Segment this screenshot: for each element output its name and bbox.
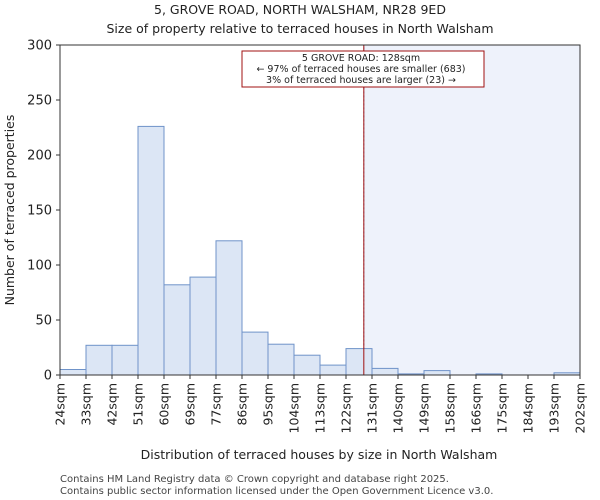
x-tick-label: 175sqm	[495, 383, 510, 433]
bar-122sqm	[345, 348, 373, 376]
y-axis-label: Number of terraced properties	[2, 115, 17, 306]
x-tick-label: 193sqm	[547, 383, 562, 433]
bar-149sqm	[423, 370, 451, 376]
x-tick-label: 104sqm	[287, 383, 302, 433]
x-tick-label: 69sqm	[183, 383, 198, 426]
bar-60sqm	[163, 284, 191, 376]
x-tick-label: 77sqm	[209, 383, 224, 426]
chart-title: 5, GROVE ROAD, NORTH WALSHAM, NR28 9ED	[154, 2, 446, 17]
x-tick-label: 202sqm	[573, 383, 588, 433]
footer-line-1: Contains HM Land Registry data © Crown c…	[60, 474, 449, 485]
y-tick-label: 250	[27, 94, 52, 109]
bar-42sqm	[111, 344, 139, 376]
bar-51sqm	[137, 125, 165, 376]
footer-line-2: Contains public sector information licen…	[60, 486, 493, 497]
y-tick-label: 200	[27, 149, 52, 164]
bar-113sqm	[319, 364, 347, 376]
bar-69sqm	[189, 276, 217, 376]
bar-131sqm	[371, 367, 399, 376]
bar-33sqm	[85, 344, 113, 376]
x-tick-label: 131sqm	[365, 383, 380, 433]
chart-subtitle: Size of property relative to terraced ho…	[106, 21, 493, 36]
x-tick-label: 24sqm	[53, 383, 68, 426]
x-tick-label: 60sqm	[157, 383, 172, 426]
x-tick-label: 95sqm	[261, 383, 276, 426]
y-tick-label: 50	[35, 314, 52, 329]
y-tick-label: 100	[27, 259, 52, 274]
annotation-line-2: ← 97% of terraced houses are smaller (68…	[256, 64, 465, 75]
x-tick-label: 113sqm	[313, 383, 328, 433]
bars-group	[59, 125, 581, 376]
x-axis-label: Distribution of terraced houses by size …	[141, 447, 498, 462]
y-axis: 0 50 100 150 200 250 300	[27, 39, 60, 384]
x-tick-label: 158sqm	[443, 383, 458, 433]
y-tick-label: 150	[27, 204, 52, 219]
y-tick-label: 300	[27, 39, 52, 54]
highlight-region	[363, 44, 581, 376]
x-tick-label: 42sqm	[105, 383, 120, 426]
x-tick-label: 149sqm	[417, 383, 432, 433]
y-tick-label: 0	[44, 369, 52, 384]
bar-77sqm	[215, 240, 243, 376]
bar-104sqm	[293, 354, 321, 376]
x-tick-label: 166sqm	[469, 383, 484, 433]
x-tick-label: 140sqm	[391, 383, 406, 433]
x-tick-label: 51sqm	[131, 383, 146, 426]
x-tick-label: 122sqm	[339, 383, 354, 433]
x-tick-label: 33sqm	[79, 383, 94, 426]
bar-95sqm	[267, 343, 295, 376]
x-tick-label: 86sqm	[235, 383, 250, 426]
annotation-line-3: 3% of terraced houses are larger (23) →	[266, 75, 456, 86]
x-axis: 24sqm 33sqm 42sqm 51sqm 60sqm 69sqm 77sqm 86sqm…	[53, 375, 588, 433]
annotation-box: 5 GROVE ROAD: 128sqm ← 97% of terraced h…	[241, 50, 485, 88]
annotation-line-1: 5 GROVE ROAD: 128sqm	[302, 53, 420, 64]
bar-86sqm	[241, 331, 269, 376]
bar-24sqm	[59, 369, 87, 376]
x-tick-label: 184sqm	[521, 383, 536, 433]
